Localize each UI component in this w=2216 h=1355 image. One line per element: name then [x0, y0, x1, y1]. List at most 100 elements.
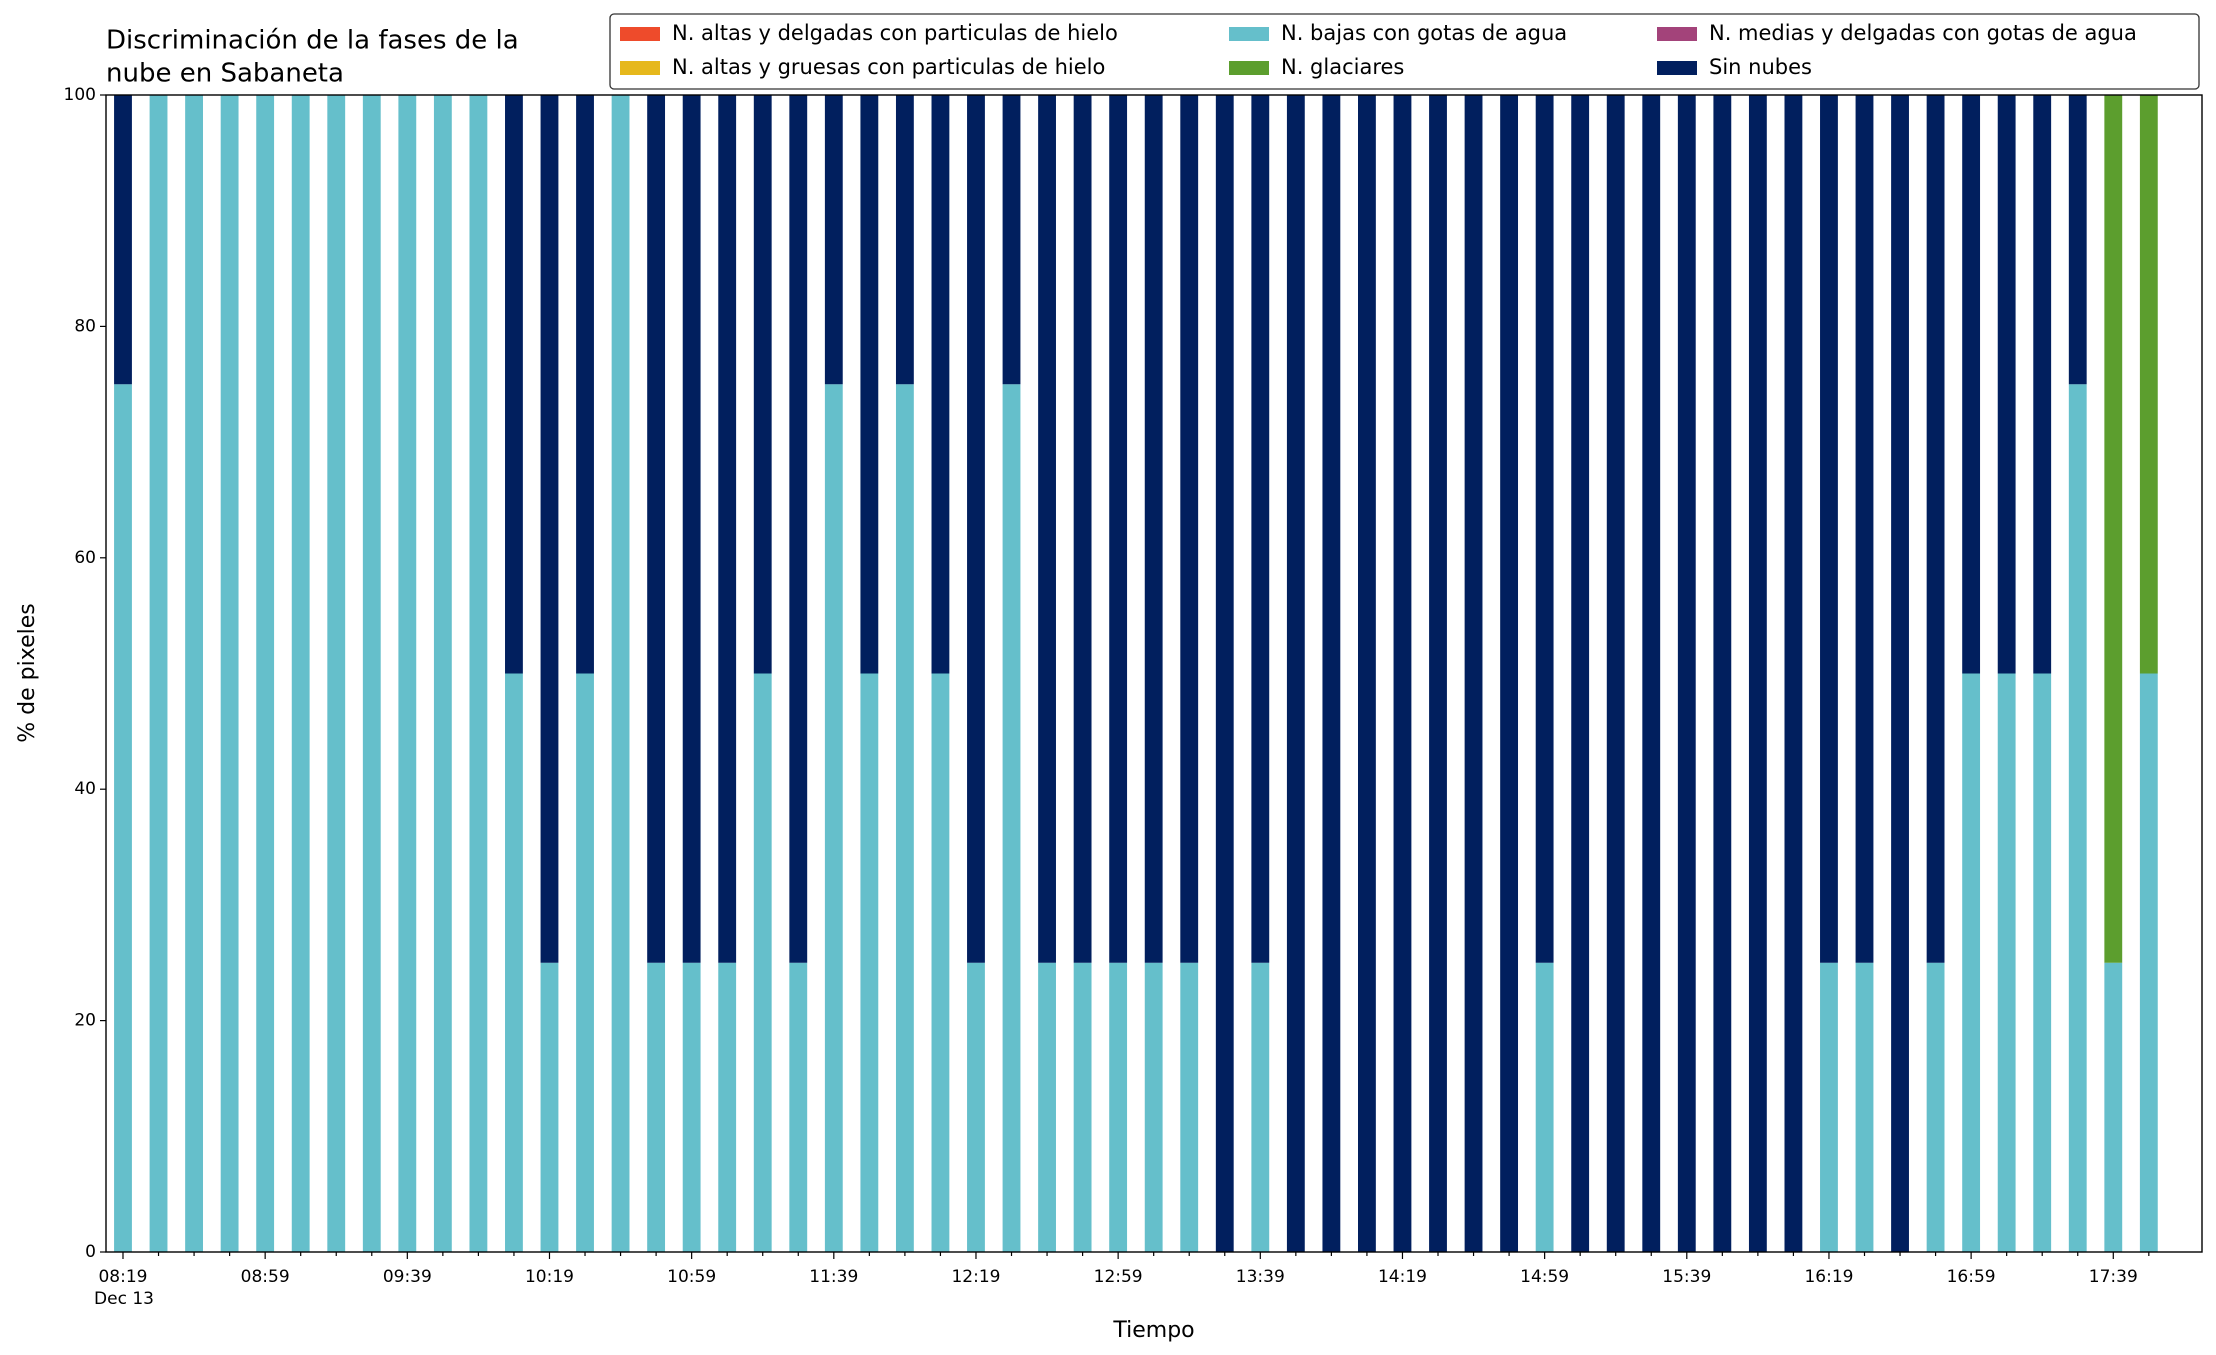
- bar-segment: [967, 962, 985, 1252]
- y-tick-label: 80: [74, 316, 96, 336]
- bar-segment: [682, 962, 701, 1252]
- bar-segment: [1429, 95, 1447, 1252]
- chart-title: Discriminación de la fases de la: [106, 26, 519, 56]
- bar-segment: [967, 95, 985, 963]
- bar-segment: [753, 95, 772, 674]
- bar-segment: [1997, 673, 2016, 1252]
- bar-segment: [1855, 962, 1874, 1252]
- bar-segment: [505, 673, 523, 1252]
- bar-segment: [1997, 95, 2016, 674]
- legend-label: N. medias y delgadas con gotas de agua: [1709, 21, 2137, 45]
- x-tick-label: 17:39: [2089, 1267, 2138, 1287]
- x-tick-label: 10:59: [667, 1267, 716, 1287]
- bar-segment: [1109, 962, 1128, 1252]
- bar-segment: [1535, 95, 1554, 963]
- bar-segment: [185, 95, 203, 1252]
- bar-segment: [2068, 384, 2087, 1252]
- bar-segment: [2033, 95, 2052, 674]
- legend-swatch: [620, 27, 660, 41]
- bar-segment: [1393, 95, 1412, 1252]
- x-tick-label: 15:39: [1662, 1267, 1711, 1287]
- chart-title: nube en Sabaneta: [106, 59, 344, 89]
- bar-segment: [540, 962, 559, 1252]
- x-tick-label: 16:59: [1947, 1267, 1996, 1287]
- bar-segment: [1002, 384, 1021, 1252]
- bar-segment: [576, 673, 594, 1252]
- legend-swatch: [1229, 27, 1269, 41]
- bar-segment: [327, 95, 346, 1252]
- y-tick-label: 0: [85, 1242, 96, 1262]
- bar-segment: [1358, 95, 1376, 1252]
- x-sublabel: Dec 13: [94, 1289, 154, 1309]
- bar-segment: [718, 95, 737, 963]
- legend-swatch: [1657, 27, 1697, 41]
- bar-segment: [824, 95, 843, 385]
- bar-segment: [149, 95, 168, 1252]
- x-axis-label: Tiempo: [1112, 1318, 1194, 1343]
- y-tick-label: 100: [64, 85, 96, 105]
- legend-label: N. altas y delgadas con particulas de hi…: [672, 21, 1118, 45]
- bar-segment: [220, 95, 239, 1252]
- bar-segment: [114, 95, 132, 385]
- bar-segment: [718, 962, 737, 1252]
- bar-segment: [1215, 95, 1234, 1252]
- bar-segment: [860, 95, 879, 674]
- bar-segment: [1962, 95, 1981, 674]
- bar-segment: [1251, 95, 1270, 963]
- bar-segment: [789, 962, 808, 1252]
- bar-segment: [1642, 95, 1661, 1252]
- bar-segment: [1891, 95, 1909, 1252]
- x-tick-label: 09:39: [383, 1267, 432, 1287]
- bar-segment: [1251, 962, 1270, 1252]
- bar-segment: [1820, 95, 1838, 963]
- bar-segment: [505, 95, 523, 674]
- bar-segment: [647, 962, 666, 1252]
- x-tick-label: 13:39: [1236, 1267, 1285, 1287]
- bar-segment: [2104, 95, 2123, 963]
- legend-box: [609, 13, 2200, 90]
- plot-frame: [105, 94, 2203, 1253]
- bar-segment: [1748, 95, 1767, 1252]
- bar-segment: [1180, 95, 1199, 963]
- x-tick-label: 08:59: [241, 1267, 290, 1287]
- bar-segment: [1926, 962, 1945, 1252]
- bar-segment: [789, 95, 808, 963]
- bar-segment: [1820, 962, 1838, 1252]
- legend-label: N. bajas con gotas de agua: [1281, 21, 1567, 45]
- y-tick-label: 20: [74, 1011, 96, 1031]
- bar-segment: [824, 384, 843, 1252]
- legend-label: N. glaciares: [1281, 55, 1404, 79]
- bar-segment: [1038, 962, 1056, 1252]
- bar-segment: [1144, 95, 1163, 963]
- bar-segment: [576, 95, 594, 674]
- bar-segment: [2139, 95, 2158, 674]
- bar-segment: [682, 95, 701, 963]
- bar-segment: [1606, 95, 1625, 1252]
- legend-swatch: [620, 61, 660, 75]
- bar-segment: [1286, 95, 1305, 1252]
- x-tick-label: 12:19: [951, 1267, 1000, 1287]
- y-tick-label: 60: [74, 548, 96, 568]
- legend-label: N. altas y gruesas con particulas de hie…: [672, 55, 1105, 79]
- bar-segment: [1784, 95, 1803, 1252]
- bar-segment: [114, 384, 132, 1252]
- bar-segment: [1571, 95, 1590, 1252]
- bar-segment: [931, 95, 950, 674]
- bar-segment: [1713, 95, 1732, 1252]
- bar-segment: [611, 95, 630, 1252]
- bar-segment: [433, 95, 452, 1252]
- bar-segment: [1535, 962, 1554, 1252]
- bar-segment: [1464, 95, 1483, 1252]
- bar-segment: [1677, 95, 1696, 1252]
- x-tick-label: 11:39: [809, 1267, 858, 1287]
- bar-segment: [860, 673, 879, 1252]
- bar-segment: [1038, 95, 1056, 963]
- y-axis-label: % de pixeles: [15, 603, 40, 742]
- x-tick-label: 12:59: [1094, 1267, 1143, 1287]
- bar-segment: [1322, 95, 1341, 1252]
- legend-swatch: [1657, 61, 1697, 75]
- bar-segment: [540, 95, 559, 963]
- bar-segment: [1926, 95, 1945, 963]
- x-tick-label: 14:19: [1378, 1267, 1427, 1287]
